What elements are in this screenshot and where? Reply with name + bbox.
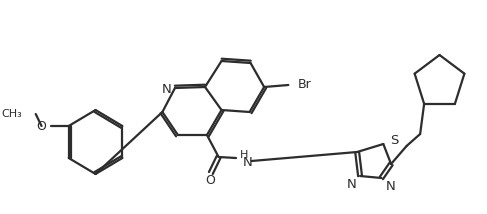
Text: O: O [37,119,46,132]
Text: N: N [346,177,356,190]
Text: N: N [161,83,171,95]
Text: S: S [390,135,398,147]
Text: N: N [243,156,253,169]
Text: H: H [240,150,248,160]
Text: Br: Br [298,77,312,91]
Text: O: O [205,174,215,187]
Text: N: N [385,180,395,193]
Text: CH₃: CH₃ [1,109,22,119]
